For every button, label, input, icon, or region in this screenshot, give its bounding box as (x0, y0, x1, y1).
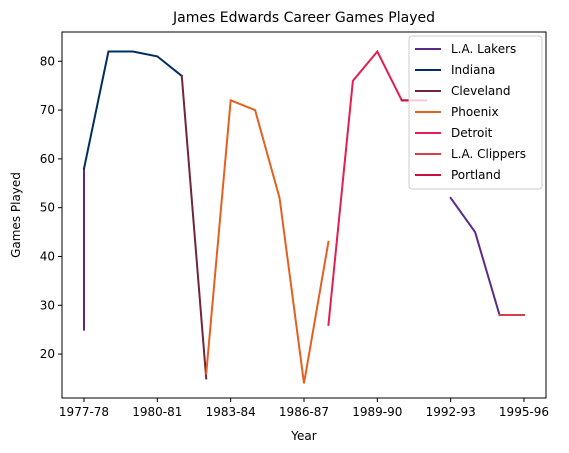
legend-label: Cleveland (451, 84, 511, 98)
x-tick-label: 1989-90 (352, 405, 402, 419)
x-tick-label: 1992-93 (426, 405, 476, 419)
x-tick-label: 1983-84 (206, 405, 256, 419)
x-tick-label: 1977-78 (59, 405, 109, 419)
legend-label: L.A. Lakers (451, 42, 516, 56)
legend-label: Phoenix (451, 105, 499, 119)
y-tick-label: 40 (40, 249, 55, 263)
x-tick-label: 1986-87 (279, 405, 329, 419)
y-tick-label: 80 (40, 54, 55, 68)
y-axis: 20 30 40 50 60 70 80 (40, 54, 62, 361)
y-tick-label: 30 (40, 298, 55, 312)
legend-label: Indiana (451, 63, 495, 77)
y-tick-label: 70 (40, 103, 55, 117)
series-line-phoenix (205, 98, 330, 384)
legend-label: Portland (451, 168, 501, 182)
y-tick-label: 20 (40, 347, 55, 361)
series-line-cleveland (180, 74, 208, 380)
legend-box (408, 35, 543, 190)
chart-title: James Edwards Career Games Played (172, 10, 435, 26)
legend: L.A. Lakers Indiana Cleveland Phoenix Detroi… (408, 35, 543, 190)
x-axis: 1977-78 1980-81 1983-84 1986-87 1989-90 1992-… (59, 398, 549, 419)
y-tick-label: 60 (40, 152, 55, 166)
x-tick-label: 1995-96 (499, 405, 549, 419)
legend-label: L.A. Clippers (451, 147, 526, 161)
x-axis-label: Year (290, 429, 316, 443)
legend-label: Detroit (451, 126, 493, 140)
series-line-l-a-lakers (449, 196, 501, 317)
series-line-indiana (82, 50, 184, 170)
x-tick-label: 1980-81 (132, 405, 182, 419)
y-axis-label: Games Played (9, 172, 23, 258)
y-tick-label: 50 (40, 201, 55, 215)
